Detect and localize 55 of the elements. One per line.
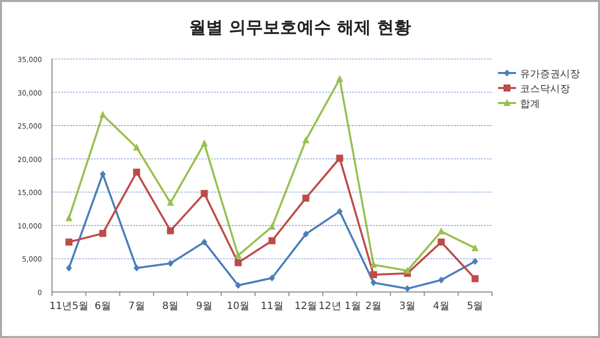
x-tick-label: 7월	[128, 301, 145, 312]
point	[336, 154, 344, 162]
point	[269, 274, 275, 282]
x-tick-label: 11월	[260, 301, 284, 312]
point	[302, 194, 310, 202]
x-tick-label: 12년 1월	[318, 301, 361, 312]
x-tick-label: 10월	[226, 301, 250, 312]
point	[472, 244, 479, 252]
point	[302, 230, 309, 238]
x-tick-label: 5월	[466, 301, 484, 312]
x-tick-label: 3월	[399, 301, 416, 312]
point	[201, 238, 208, 246]
x-tick-label: 12월	[294, 301, 318, 312]
point	[200, 140, 208, 147]
point	[268, 237, 276, 244]
point	[336, 74, 344, 82]
x-tick-label: 11년5월	[49, 301, 88, 312]
x-tick-label: 6월	[94, 301, 111, 312]
point	[268, 222, 276, 230]
point	[133, 168, 140, 176]
point	[166, 198, 174, 206]
point	[438, 276, 444, 284]
x-tick-label: 4월	[433, 301, 450, 312]
legend-label: 코스닥시장	[520, 84, 570, 95]
point	[234, 259, 242, 266]
point	[370, 279, 377, 286]
point	[167, 260, 174, 267]
point	[134, 264, 140, 272]
legend-label: 유가증권시장	[520, 69, 580, 80]
point	[302, 136, 310, 144]
point	[133, 144, 140, 151]
x-tick-label: 8월	[162, 301, 179, 312]
point	[438, 227, 445, 234]
point	[370, 271, 378, 278]
point	[166, 227, 174, 234]
point	[99, 110, 106, 118]
legend-label: 합계	[520, 99, 540, 110]
chart-title: 월별 의무보호예수 해제 현황	[189, 18, 411, 38]
x-tick-label: 2월	[365, 301, 382, 312]
point	[65, 238, 72, 246]
point	[66, 264, 72, 272]
point	[99, 230, 106, 237]
point	[65, 214, 72, 222]
point	[235, 282, 242, 289]
point	[234, 251, 242, 258]
point	[336, 208, 343, 215]
x-tick-label: 9월	[196, 301, 212, 312]
point	[472, 258, 478, 265]
point	[472, 275, 479, 282]
point	[404, 266, 411, 274]
point	[370, 260, 378, 268]
point	[404, 285, 410, 292]
point	[200, 190, 208, 197]
point	[438, 238, 445, 246]
point	[100, 170, 106, 178]
